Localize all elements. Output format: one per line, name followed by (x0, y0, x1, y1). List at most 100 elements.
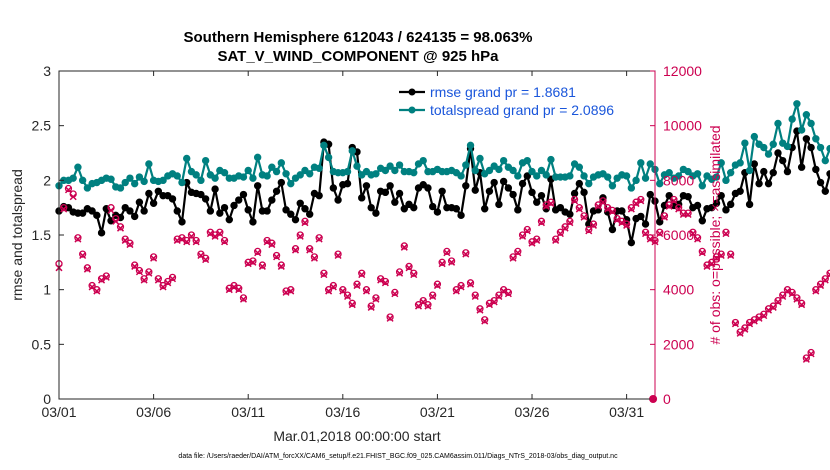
totalspread-point (159, 176, 167, 185)
totalspread-point (126, 174, 134, 182)
obs-assimilated-point (575, 205, 583, 213)
obs-assimilated-point (296, 232, 304, 240)
totalspread-point (821, 156, 829, 165)
rmse-point (712, 199, 721, 207)
rmse-point (367, 203, 375, 212)
totalspread-point (760, 143, 768, 152)
rmse-point (608, 225, 617, 234)
totalspread-point (471, 166, 479, 175)
rmse-point (239, 190, 248, 199)
obs-possible-point (807, 348, 815, 357)
rmse-point (433, 208, 442, 216)
obs-assimilated-point (675, 205, 683, 213)
totalspread-point (693, 170, 702, 178)
obs-possible-point (154, 275, 162, 283)
obs-assimilated-point (239, 295, 248, 303)
obs-possible-point (660, 212, 669, 220)
obs-possible-point (665, 201, 673, 209)
totalspread-point (750, 132, 759, 141)
obs-possible-point (405, 262, 413, 271)
obs-possible-point (566, 217, 574, 225)
obs-assimilated-point (646, 235, 654, 243)
obs-possible-point (797, 299, 806, 307)
obs-possible-point (514, 247, 522, 256)
obs-assimilated-point (258, 262, 266, 270)
totalspread-point (410, 168, 418, 177)
y-right-tick-label: 6000 (663, 227, 694, 243)
series-rmse (55, 127, 830, 247)
totalspread-point (585, 179, 593, 188)
totalspread-point (523, 156, 531, 165)
totalspread-point (514, 172, 522, 180)
obs-assimilated-point (660, 213, 668, 221)
totalspread-point (140, 177, 148, 186)
legend: rmse grand pr = 1.8681 totalspread grand … (399, 84, 614, 118)
x-tick-label: 03/26 (514, 404, 549, 420)
rmse-point (708, 203, 716, 212)
obs-possible-point (689, 228, 697, 236)
obs-assimilated-point (608, 208, 616, 216)
totalspread-point (268, 163, 276, 171)
obs-assimilated-point (542, 202, 550, 210)
obs-assimilated-point (74, 235, 82, 243)
rmse-point (305, 210, 314, 218)
obs-possible-point (187, 231, 196, 239)
obs-assimilated-point (504, 290, 512, 298)
obs-assimilated-point (98, 276, 106, 284)
y-tick-label: 2.5 (32, 118, 52, 134)
y-tick-label: 2 (43, 172, 51, 188)
obs-assimilated-point (750, 317, 758, 325)
obs-assimilated-point (552, 236, 560, 244)
rmse-point (471, 186, 479, 194)
obs-assimilated-point (798, 301, 806, 309)
rmse-point (533, 198, 541, 206)
obs-assimilated-point (339, 287, 347, 295)
y-right-tick-label: 8000 (663, 172, 694, 188)
obs-assimilated-point (589, 221, 598, 229)
obs-assimilated-point (301, 219, 309, 227)
rmse-point (490, 178, 498, 187)
obs-possible-point (391, 288, 399, 297)
obs-assimilated-point (760, 312, 768, 320)
totalspread-point (627, 184, 636, 192)
rmse-point (358, 194, 366, 202)
obs-possible-point (145, 268, 153, 276)
totalspread-point (575, 163, 584, 171)
obs-possible-point (675, 204, 683, 212)
totalspread-point (665, 168, 673, 177)
y-right-tick-label: 2000 (663, 336, 694, 352)
totalspread-point (305, 170, 314, 178)
totalspread-point (197, 176, 205, 185)
totalspread-point (249, 174, 257, 182)
obs-assimilated-point (764, 306, 773, 314)
obs-assimilated-point (334, 251, 342, 260)
totalspread-point (637, 159, 645, 167)
obs-assimilated-point (462, 250, 470, 258)
obs-possible-point (339, 286, 347, 294)
obs-assimilated-point (202, 256, 210, 264)
totalspread-point (272, 167, 281, 176)
totalspread-point (277, 159, 286, 167)
obs-assimilated-point (708, 260, 716, 268)
rmse-point (201, 195, 210, 203)
rmse-point (485, 187, 494, 195)
rmse-point (575, 179, 584, 188)
obs-possible-point (693, 234, 702, 242)
rmse-point (779, 156, 787, 165)
totalspread-point (296, 171, 304, 179)
obs-assimilated-point (381, 279, 389, 287)
totalspread-point (476, 154, 484, 163)
obs-possible-point (826, 269, 830, 277)
obs-possible-point (523, 225, 531, 234)
obs-possible-point (367, 302, 375, 310)
obs-possible-point (168, 273, 177, 282)
footnote: data file: /Users/raeder/DAI/ATM_forcXX/… (178, 453, 618, 460)
rmse-point (570, 189, 579, 198)
totalspread-point (566, 172, 574, 180)
obs-assimilated-point (438, 260, 446, 268)
obs-assimilated-point (433, 282, 441, 290)
rmse-point (580, 188, 588, 197)
totalspread-point (253, 153, 262, 162)
y-right-tick-label: 0 (663, 391, 671, 407)
